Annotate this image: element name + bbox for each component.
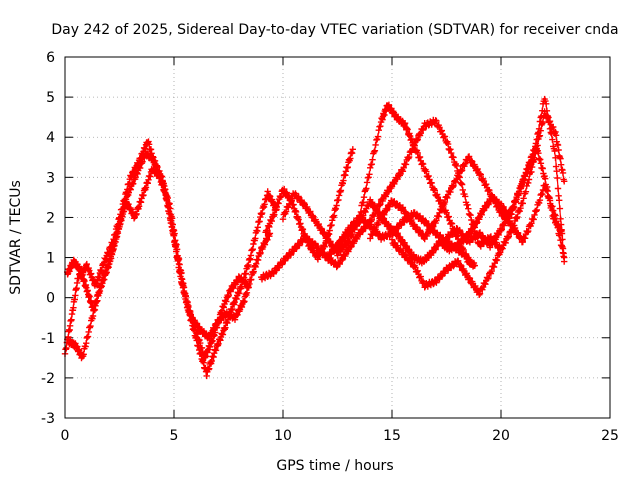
y-tick-label: 3 xyxy=(46,170,55,186)
y-tick-label: -1 xyxy=(41,331,55,347)
series-markers xyxy=(443,95,568,265)
series-markers xyxy=(66,165,252,362)
chart-title: Day 242 of 2025, Sidereal Day-to-day VTE… xyxy=(51,22,618,38)
series-arc-4 xyxy=(262,146,356,263)
y-tick-label: 1 xyxy=(46,251,55,267)
series-markers xyxy=(367,153,568,261)
plot-frame xyxy=(64,56,611,419)
x-tick-label: 5 xyxy=(170,428,179,444)
series-arc-9 xyxy=(367,153,568,261)
y-tick-label: -2 xyxy=(41,371,55,387)
series-markers xyxy=(323,116,505,271)
series-arc-11 xyxy=(443,95,568,265)
x-tick-label: 15 xyxy=(383,428,401,444)
y-tick-label: 4 xyxy=(46,130,55,146)
x-tick-label: 0 xyxy=(61,428,70,444)
y-tick-label: 0 xyxy=(46,291,55,307)
series-arc-3 xyxy=(66,165,252,362)
series-arc-7 xyxy=(323,116,505,271)
x-tick-label: 25 xyxy=(601,428,619,444)
x-tick-labels: 0 5 10 15 20 25 xyxy=(61,428,619,444)
y-tick-labels: -3 -2 -1 0 1 2 3 4 5 6 xyxy=(41,50,55,427)
data-series xyxy=(61,95,568,380)
y-tick-label: -3 xyxy=(41,411,55,427)
y-tick-label: 2 xyxy=(46,210,55,226)
y-axis-label: SDTVAR / TECUs xyxy=(8,180,24,295)
x-tick-label: 10 xyxy=(274,428,292,444)
y-tick-label: 5 xyxy=(46,90,55,106)
y-tick-label: 6 xyxy=(46,50,55,66)
series-markers xyxy=(279,101,478,270)
x-axis-label: GPS time / hours xyxy=(276,458,393,474)
x-tick-label: 20 xyxy=(492,428,510,444)
